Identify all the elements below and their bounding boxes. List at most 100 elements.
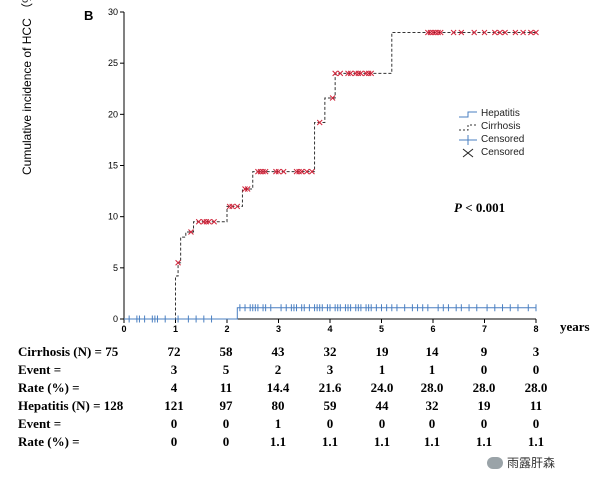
risk-cell: 4 [170,380,178,395]
risk-cell: 58 [219,344,233,359]
risk-cell: 1.1 [373,434,391,449]
censor-mark-cirrhosis [280,168,287,175]
censor-mark-cirrhosis [520,29,526,36]
risk-cell: 11 [219,380,233,395]
legend-label-hepatitis: Hepatitis [481,108,520,119]
risk-row-label: Event = [18,362,62,377]
risk-row-label: Cirrhosis (N) = 75 [18,344,119,359]
censor-mark-cirrhosis [437,29,444,36]
x-tick-label: 7 [482,324,487,334]
censor-mark-cirrhosis [211,218,217,225]
series-line-cirrhosis [124,31,536,320]
censor-mark-cirrhosis [229,203,236,210]
risk-row-label: Hepatitis (N) = 128 [18,398,124,413]
risk-row-label: Rate (%) = [18,380,80,395]
risk-cell: 28.0 [420,380,444,395]
censor-mark-cirrhosis [432,29,439,36]
risk-cell: 14 [425,344,439,359]
risk-cell: 1.1 [269,434,287,449]
watermark: 雨露肝森 [487,454,555,471]
censor-mark-cirrhosis [471,29,478,36]
censor-mark-cirrhosis [435,29,442,36]
x-tick-label: 0 [121,324,126,334]
risk-cell: 1.1 [475,434,493,449]
censor-mark-cirrhosis [298,168,305,175]
legend-item-censored-cross: Censored [458,146,524,159]
legend-item-hepatitis: Hepatitis [458,107,524,120]
risk-cell: 21.6 [318,380,342,395]
risk-cell: 121 [164,398,184,413]
censor-mark-cirrhosis [345,70,351,77]
watermark-text: 雨露肝森 [507,456,556,470]
risk-cell: 1.1 [321,434,339,449]
p-value: P < 0.001 [454,200,505,216]
censor-mark-cirrhosis [502,29,508,36]
x-tick-label: 4 [327,324,332,334]
censor-mark-cirrhosis [427,29,434,36]
y-tick-label: 30 [108,7,118,17]
wechat-icon [487,456,503,469]
legend-cross-icon [462,148,474,157]
censor-mark-cirrhosis [368,70,375,77]
censor-mark-cirrhosis [234,203,241,210]
risk-cell: 59 [323,398,337,413]
censor-mark-cirrhosis [296,168,302,175]
risk-cell: 43 [271,344,285,359]
y-tick-label: 0 [113,314,118,324]
censor-mark-cirrhosis [481,29,488,36]
censor-mark-cirrhosis [303,168,310,175]
risk-cell: 9 [480,344,488,359]
censor-mark-cirrhosis [527,29,534,36]
censor-mark-cirrhosis [430,29,436,36]
risk-cell: 0 [428,416,436,431]
risk-cell: 14.4 [266,380,290,395]
risk-cell: 3 [170,362,178,377]
legend-item-censored-plus: Censored [458,133,524,146]
censor-mark-cirrhosis [260,168,266,175]
censor-mark-cirrhosis [332,70,339,77]
risk-cell: 19 [375,344,389,359]
censor-mark-cirrhosis [358,70,364,77]
censor-mark-cirrhosis [293,168,300,175]
censor-mark-cirrhosis [337,70,344,77]
censor-mark-cirrhosis [363,70,369,77]
y-tick-label: 10 [108,212,118,222]
censor-mark-cirrhosis [352,70,359,77]
risk-cell: 0 [170,434,178,449]
risk-cell: 2 [274,362,282,377]
risk-cell: 0 [480,416,488,431]
risk-cell: 1 [378,362,386,377]
censor-mark-cirrhosis [257,168,264,175]
x-tick-label: 1 [173,324,178,334]
risk-cell: 0 [378,416,386,431]
risk-cell: 0 [480,362,488,377]
censor-mark-cirrhosis [244,186,251,192]
risk-cell: 0 [532,416,540,431]
censor-mark-cirrhosis [262,168,269,175]
risk-cell: 0 [170,416,178,431]
risk-cell: 0 [222,434,230,449]
legend-label-cirrhosis: Cirrhosis [481,121,521,132]
risk-cell: 5 [222,362,230,377]
censor-mark-cirrhosis [450,29,457,36]
censor-mark-cirrhosis [329,95,336,101]
km-chart: 0 5 10 15 20 25 30 0 1 2 3 4 5 6 7 8 years [108,7,590,334]
risk-cell: 1 [274,416,282,431]
censor-mark-cirrhosis [200,218,207,225]
risk-cell: 28.0 [472,380,496,395]
legend-label-censored-1: Censored [481,134,525,145]
x-tick-label: 2 [224,324,229,334]
legend-solid-step-icon [459,111,477,117]
y-tick-label: 5 [113,263,118,273]
censor-mark-cirrhosis [512,29,519,36]
risk-cell: 28.0 [524,380,548,395]
censor-mark-cirrhosis [458,29,465,36]
censor-mark-cirrhosis [424,29,431,36]
risk-cell: 11 [529,398,543,413]
risk-cell: 24.0 [370,380,394,395]
risk-cell: 80 [271,398,285,413]
y-tick-label: 20 [108,109,118,119]
censor-mark-cirrhosis [347,70,354,77]
risk-cell: 32 [425,398,439,413]
